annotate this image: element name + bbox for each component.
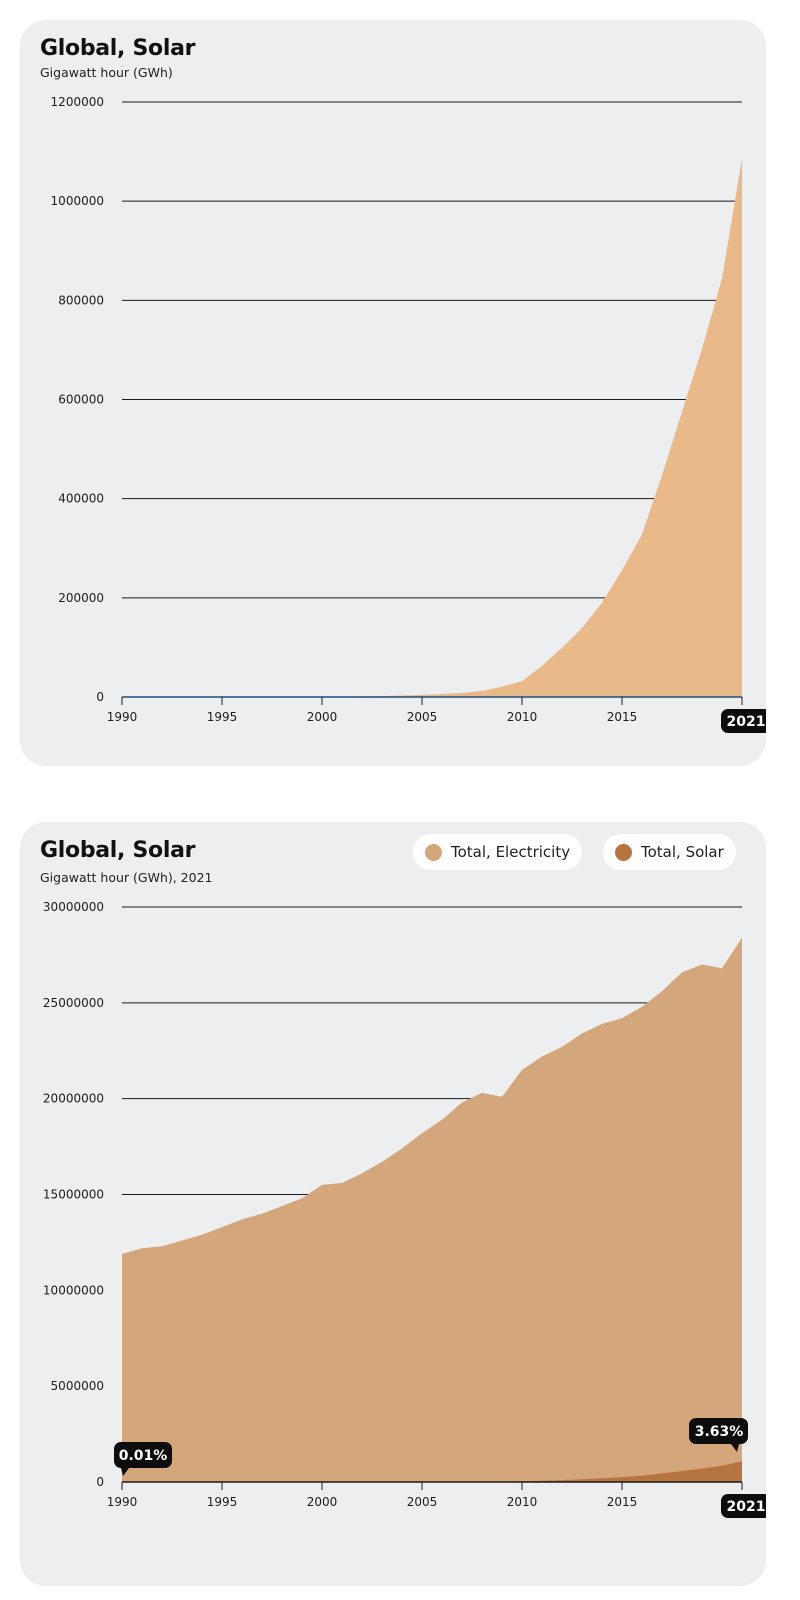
chart-solar-share: 0 5000000 10000000 15000000 20000000 25000000… xyxy=(43,900,766,1518)
y-tick-label: 15000000 xyxy=(43,1188,104,1202)
legend-swatch-electricity xyxy=(425,843,442,861)
chart-card-solar-share: 0 5000000 10000000 15000000 20000000 25000000… xyxy=(20,822,766,1586)
share-callout-label: 3.63% xyxy=(695,1424,744,1440)
x-tick-label: 2000 xyxy=(307,710,338,724)
legend-item-total-solar[interactable]: Total, Solar xyxy=(603,834,736,870)
x-tick-label: 2005 xyxy=(407,1495,438,1509)
y-tick-label: 600000 xyxy=(58,393,104,407)
x-tick-label: 2005 xyxy=(407,710,438,724)
legend-label: Total, Solar xyxy=(641,843,724,861)
y-tick-label: 200000 xyxy=(58,591,104,605)
legend-label: Total, Electricity xyxy=(451,843,571,861)
year-badge-label: 2021 xyxy=(727,714,766,730)
y-tick-label: 25000000 xyxy=(43,996,104,1010)
x-tick-label: 1990 xyxy=(107,1495,138,1509)
year-badge xyxy=(721,1494,766,1518)
x-tick-label: 2000 xyxy=(307,1495,338,1509)
y-tick-label: 30000000 xyxy=(43,900,104,914)
chart-title: Global, Solar xyxy=(40,36,196,61)
x-tick-label: 2010 xyxy=(507,1495,538,1509)
y-tick-label: 20000000 xyxy=(43,1092,104,1106)
share-callout xyxy=(689,1418,748,1452)
y-tick-label: 5000000 xyxy=(51,1379,104,1393)
y-tick-label: 800000 xyxy=(58,293,104,307)
y-tick-label: 1000000 xyxy=(51,194,104,208)
y-tick-label: 0 xyxy=(96,1475,104,1489)
y-tick-label: 10000000 xyxy=(43,1283,104,1297)
legend-item-total-electricity[interactable]: Total, Electricity xyxy=(413,834,583,870)
area-series-1 xyxy=(122,937,742,1482)
share-callout-label: 0.01% xyxy=(119,1448,168,1464)
year-badge xyxy=(721,709,766,733)
chart-subtitle: Gigawatt hour (GWh) xyxy=(40,65,173,80)
y-tick-label: 400000 xyxy=(58,492,104,506)
y-tick-label: 1200000 xyxy=(51,95,104,109)
x-tick-label: 1995 xyxy=(207,1495,238,1509)
x-tick-label: 2015 xyxy=(607,1495,638,1509)
y-tick-label: 0 xyxy=(96,690,104,704)
legend-swatch-solar xyxy=(615,843,632,861)
x-tick-label: 1990 xyxy=(107,710,138,724)
x-tick-label: 2015 xyxy=(607,710,638,724)
chart-title: Global, Solar xyxy=(40,838,196,863)
x-tick-label: 1995 xyxy=(207,710,238,724)
area-series-2 xyxy=(122,1461,742,1482)
chart-subtitle: Gigawatt hour (GWh), 2021 xyxy=(40,870,213,885)
x-tick-label: 2010 xyxy=(507,710,538,724)
chart-solar-generation: 0 200000 400000 600000 800000 1000000 1200000 1… xyxy=(51,95,766,733)
chart-card-solar-generation: 0 200000 400000 600000 800000 1000000 1200000 1… xyxy=(20,20,766,766)
area-series-1 xyxy=(122,158,742,697)
share-callout xyxy=(114,1442,172,1476)
year-badge-label: 2021 xyxy=(727,1499,766,1515)
